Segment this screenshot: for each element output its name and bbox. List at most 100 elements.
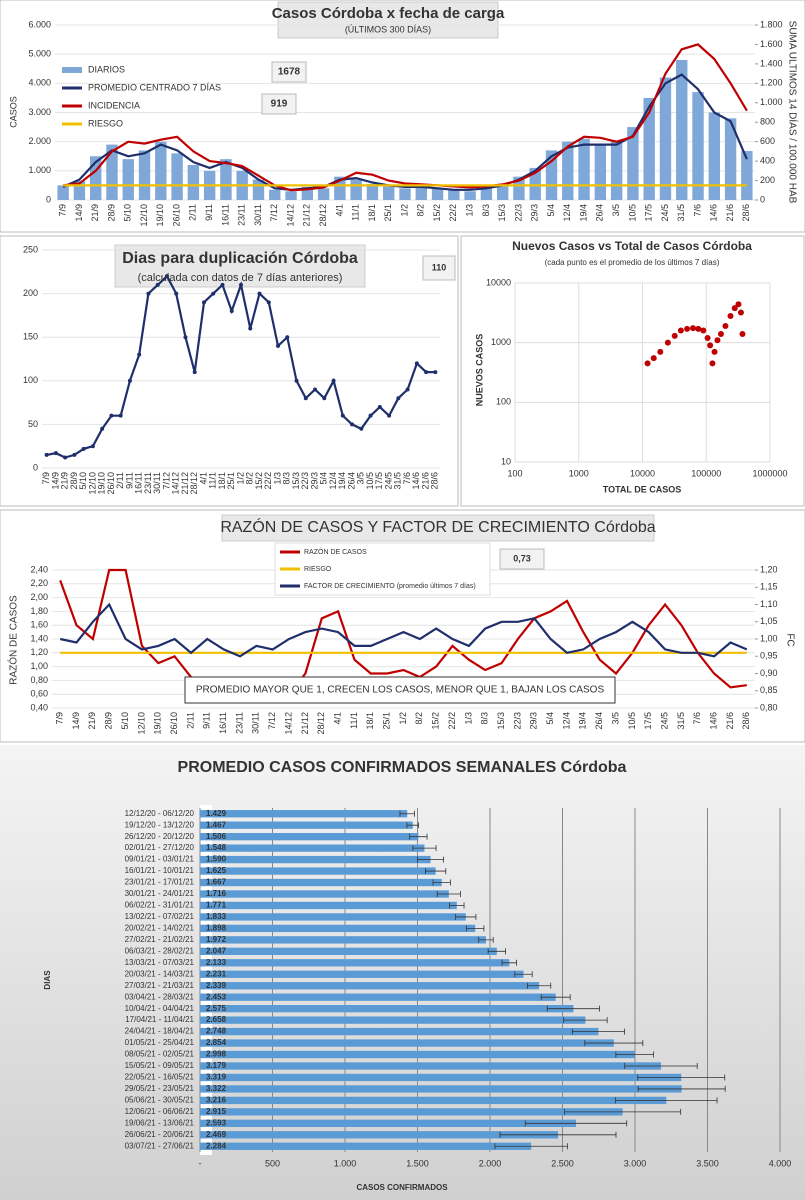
y-tick-label: 0,80 [30,675,48,685]
y2-axis-label: SUMA ULTIMOS 14 DÍAS / 100.000 HAB [786,21,799,204]
y2-tick-label: 0,95 [760,651,778,661]
legend-label: RIESGO [304,566,332,573]
y2-tick-label: 0 [760,194,765,204]
x-tick-label: 4/1 [332,712,342,725]
y2-tick-label: 600 [760,136,775,146]
x-tick-label: 1000 [569,468,589,478]
legend-label: INCIDENCIA [88,100,140,110]
category-label: 20/03/21 - 14/03/21 [125,969,195,978]
value-label: 2.339 [206,981,227,990]
x-tick-label: 12/4 [328,472,338,490]
x-tick-label: 8/2 [414,712,424,725]
x-tick-label: 22/2 [447,712,457,730]
x-tick-label: 16/11 [218,712,228,734]
error-bar [499,1131,617,1138]
x-tick-label: 11/1 [208,472,218,489]
y-tick-label: 150 [23,332,38,342]
value-label: 2.748 [206,1027,227,1036]
x-tick-label: 7/6 [692,712,702,725]
y-tick-label: 1,60 [30,620,48,630]
y-tick-label: 2.000 [28,136,51,146]
bar [562,141,574,200]
x-tick-label: 8/3 [282,472,292,485]
x-tick-label: 15/3 [291,472,301,490]
legend-label: RAZÓN DE CASOS [304,547,367,556]
y-tick-label: 4.000 [28,78,51,88]
title-box [221,514,655,542]
x-tick-label: 5/4 [546,204,556,217]
bar [269,189,281,200]
bar [200,913,466,921]
point [81,446,86,451]
x-tick-label: 25/1 [383,204,393,222]
y-tick-label: 5.000 [28,49,51,59]
x-tick-label: 21/6 [725,712,735,730]
y-tick-label: 50 [28,419,38,429]
bar [122,159,134,200]
point [313,387,318,392]
x-tick-label: 1/3 [464,204,474,217]
y-axis-label: NUEVOS CASOS [474,334,484,407]
chart-title: PROMEDIO CASOS CONFIRMADOS SEMANALES Cór… [178,759,627,776]
y-tick-label: 100 [496,397,511,407]
point [276,343,281,348]
point [414,361,419,366]
x-tick-label: 16/11 [134,472,144,494]
value-label: 1.625 [206,866,227,875]
bar [285,191,297,200]
bar [187,165,200,200]
x-tick-label: 8/2 [416,204,426,217]
point [677,327,684,334]
y2-tick-label: 400 [760,155,775,165]
y2-tick-label: 1.400 [760,58,783,68]
value-label: 3.319 [206,1073,227,1082]
y2-tick-label: 800 [760,117,775,127]
y2-tick-label: 0,90 [760,668,778,678]
x-tick-label: 4.000 [769,1158,792,1168]
x-tick-label: 31/5 [676,204,686,222]
x-tick-label: 12/4 [562,204,572,222]
value-label: 3.179 [206,1061,227,1070]
point [424,370,429,375]
x-tick-label: 21/6 [725,204,735,222]
bar [464,191,476,200]
x-tick-label: 15/3 [496,712,506,730]
category-label: 02/01/21 - 27/12/20 [125,843,195,852]
y-tick-label: 2,40 [30,564,48,574]
point [155,282,160,287]
error-bar [615,1097,718,1104]
value-label: 1.429 [206,809,227,818]
category-label: 20/02/21 - 14/02/21 [125,924,195,933]
x-tick-label: 15/3 [497,204,507,222]
bar [448,190,460,200]
x-tick-label: 100000 [691,468,721,478]
y-tick-label: 1,80 [30,606,48,616]
point [239,282,243,287]
y2-tick-label: 1.000 [760,97,783,107]
category-label: 12/12/20 - 06/12/20 [125,809,195,818]
point [737,309,744,316]
x-tick-label: 23/11 [143,472,153,494]
y-tick-label: 200 [23,288,38,298]
x-tick-label: 21/6 [420,472,430,490]
error-bar [615,1051,654,1058]
x-tick-label: 15/2 [254,472,264,490]
value-label: 2.231 [206,969,227,978]
bar [200,810,408,818]
bar [57,185,69,200]
category-label: 05/06/21 - 30/05/21 [125,1096,195,1105]
value-label: 2.998 [206,1050,227,1059]
y-tick-label: 0,40 [30,702,48,712]
error-bar [546,1005,600,1012]
bar [200,936,486,944]
category-label: 27/02/21 - 21/02/21 [125,935,195,944]
bar [200,855,431,864]
x-tick-label: 18/1 [217,472,227,490]
x-tick-label: 14/6 [709,204,719,222]
value-label: 2.453 [206,992,227,1001]
y-tick-label: 6.000 [28,19,51,29]
chart-title: Nuevos Casos vs Total de Casos Córdoba [512,239,752,253]
point [322,396,327,401]
bar [200,878,442,887]
